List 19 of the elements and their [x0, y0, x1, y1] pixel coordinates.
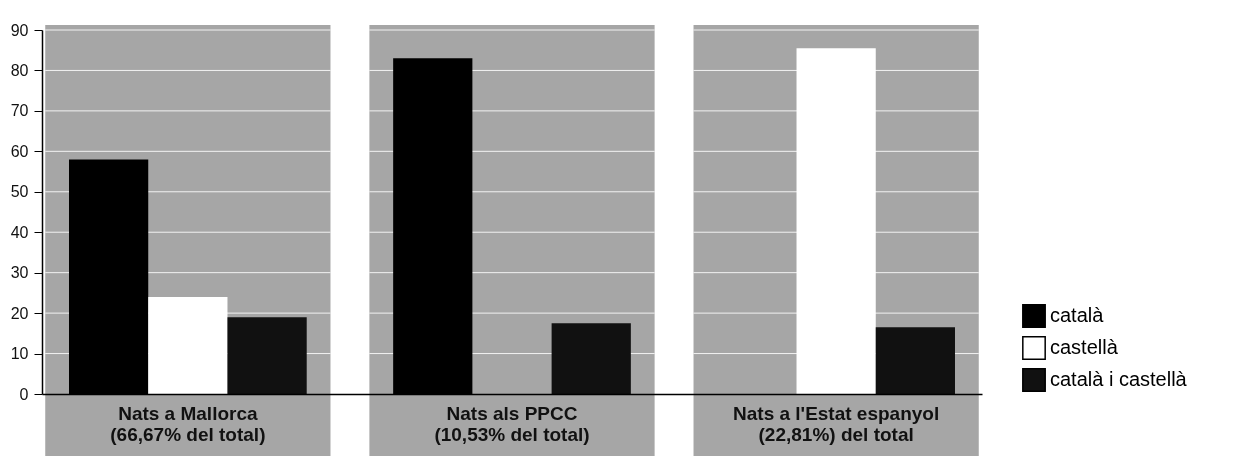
bar [875, 327, 955, 394]
y-tick-label: 50 [10, 183, 29, 201]
y-tick-label: 0 [19, 385, 29, 403]
legend-label: català [1050, 304, 1105, 326]
y-tick-label: 40 [10, 223, 29, 241]
y-tick-label: 20 [10, 304, 29, 322]
legend-label: català i castellà [1050, 368, 1188, 390]
x-tick-label: Nats als PPCC (10,53% del total) [434, 402, 590, 445]
x-tick-label: Nats a Mallorca (66,67% del total) [110, 402, 266, 445]
y-tick-label: 90 [10, 21, 29, 39]
x-tick-label: Nats a l'Estat espanyol (22,81%) del total [733, 402, 940, 445]
bar [551, 323, 631, 394]
y-tick-label: 80 [10, 61, 29, 79]
bar [227, 317, 307, 394]
y-tick-label: 70 [10, 102, 29, 120]
y-tick-label: 60 [10, 142, 29, 160]
legend-label: castellà [1050, 336, 1119, 358]
y-tick-label: 10 [10, 345, 29, 363]
y-tick-label: 30 [10, 264, 29, 282]
